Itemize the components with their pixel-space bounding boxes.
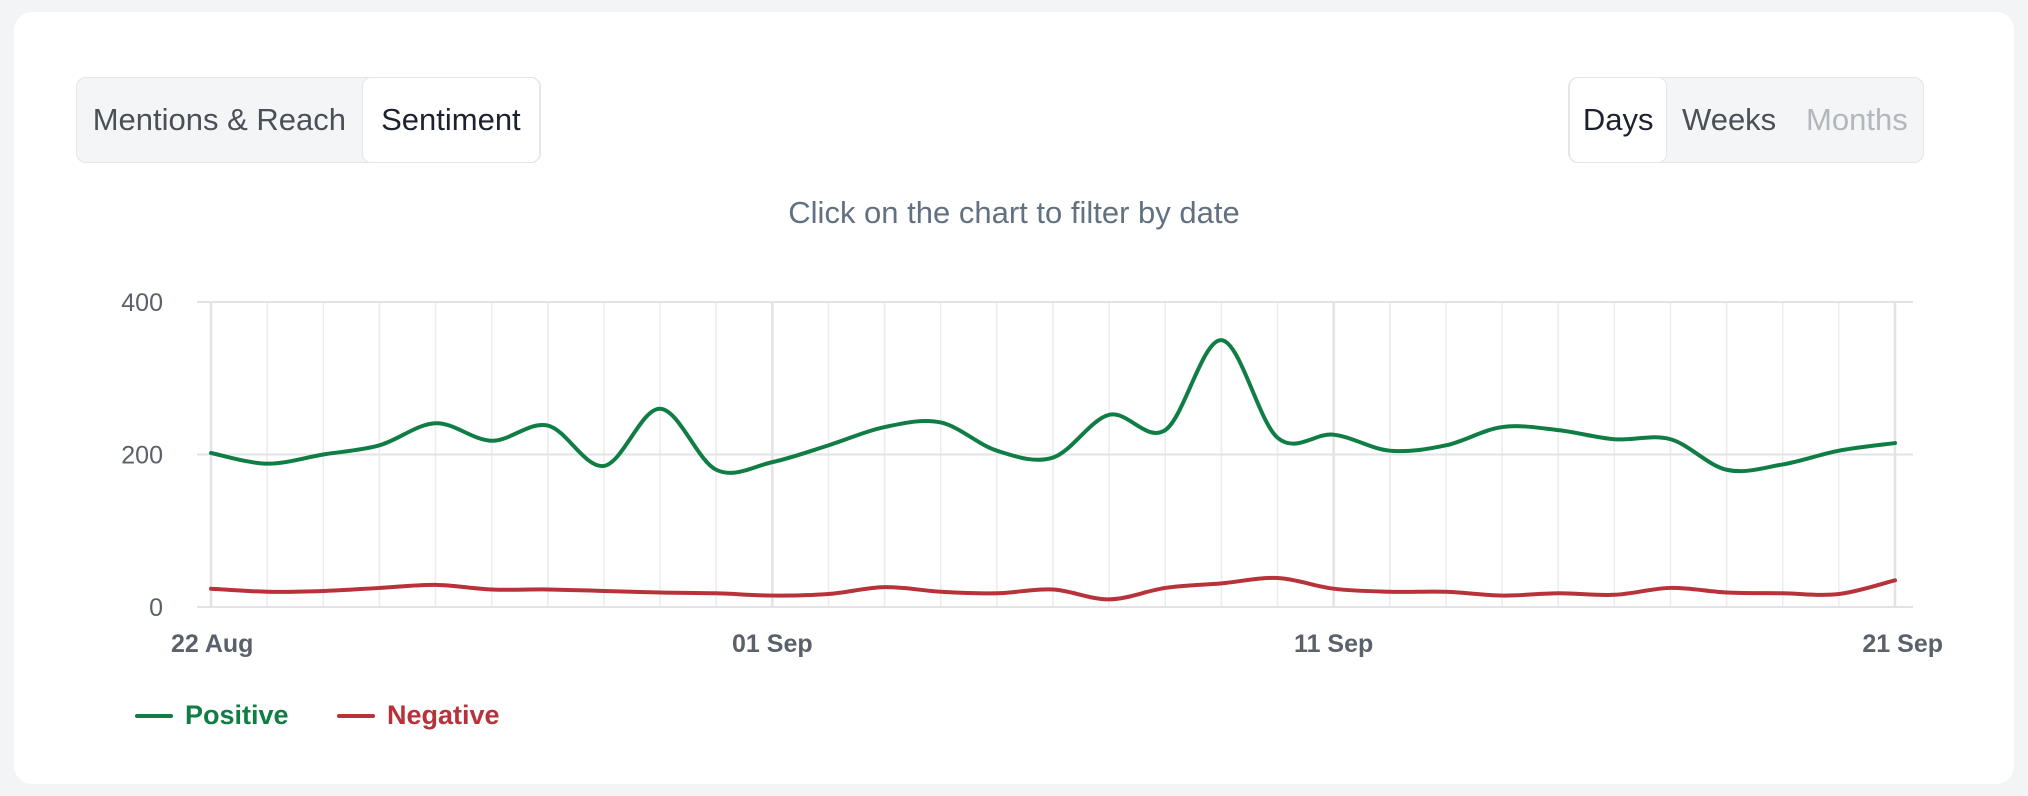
chart-hint: Click on the chart to filter by date — [788, 195, 1240, 230]
legend-label: Positive — [185, 700, 289, 730]
series-line-negative — [209, 575, 1897, 602]
legend-swatch — [337, 713, 375, 718]
period-days-button[interactable]: Days — [1569, 77, 1668, 163]
x-tick-label: 22 Aug — [171, 630, 253, 658]
x-tick-label: 21 Sep — [1862, 630, 1943, 658]
series-line-positive — [209, 338, 1897, 475]
y-tick-label: 200 — [121, 442, 163, 470]
legend-swatch — [135, 713, 173, 718]
tab-sentiment[interactable]: Sentiment — [361, 77, 540, 163]
y-tick-label: 400 — [121, 289, 163, 317]
period-months-button: Months — [1806, 102, 1908, 137]
legend-negative[interactable]: Negative — [337, 700, 500, 731]
x-tick-label: 01 Sep — [732, 630, 813, 658]
legend-positive[interactable]: Positive — [135, 700, 289, 731]
metric-tabs: Mentions & Reach Sentiment — [76, 77, 541, 163]
x-tick-label: 11 Sep — [1294, 630, 1373, 658]
y-tick-label: 0 — [149, 594, 163, 622]
legend-label: Negative — [387, 700, 500, 730]
period-weeks-button[interactable]: Weeks — [1682, 102, 1777, 137]
period-toggle: Days Weeks Months — [1568, 77, 1924, 163]
tab-mentions-reach[interactable]: Mentions & Reach — [92, 102, 347, 137]
